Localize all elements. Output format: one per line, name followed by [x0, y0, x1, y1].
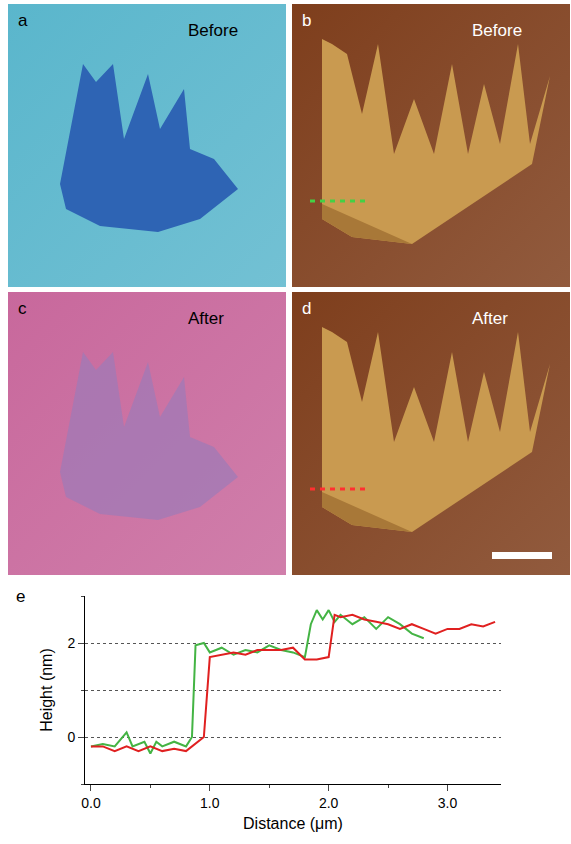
svg-text:1.0: 1.0	[200, 795, 220, 811]
svg-text:0.0: 0.0	[81, 795, 101, 811]
svg-text:Distance (μm): Distance (μm)	[243, 815, 343, 832]
svg-text:a: a	[18, 11, 28, 30]
svg-text:e: e	[16, 587, 25, 606]
svg-text:After: After	[188, 309, 224, 328]
svg-text:b: b	[302, 11, 311, 30]
svg-text:2: 2	[67, 635, 75, 651]
svg-text:Before: Before	[472, 21, 522, 40]
svg-text:2.0: 2.0	[319, 795, 339, 811]
svg-text:c: c	[18, 299, 27, 318]
svg-text:0: 0	[67, 729, 75, 745]
svg-text:After: After	[472, 309, 508, 328]
svg-text:3.0: 3.0	[438, 795, 458, 811]
svg-text:Height (nm): Height (nm)	[38, 648, 55, 732]
svg-text:d: d	[302, 299, 311, 318]
svg-text:Before: Before	[188, 21, 238, 40]
